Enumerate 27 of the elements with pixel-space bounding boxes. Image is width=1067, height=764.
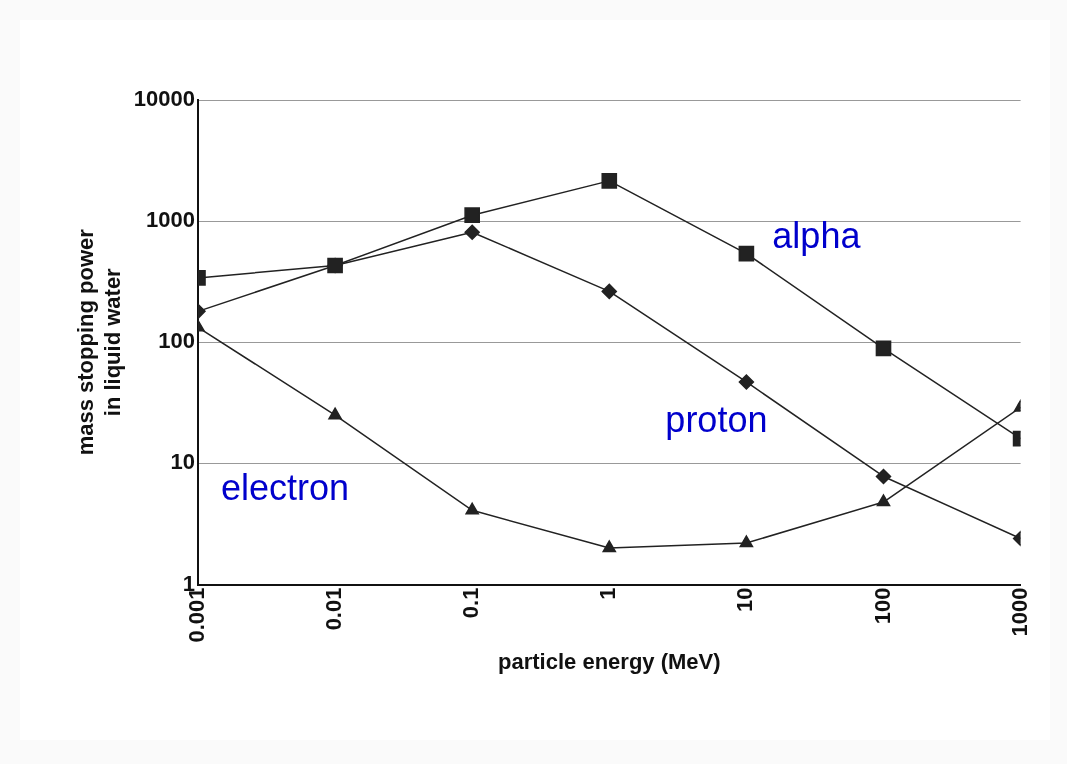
point — [601, 283, 618, 300]
point — [464, 224, 480, 240]
series-label: proton — [665, 398, 768, 440]
point — [739, 535, 754, 548]
x-axis-title: particle energy (MeV) — [498, 648, 721, 674]
x-tick-label: 0.1 — [458, 587, 484, 619]
series-label: alpha — [772, 215, 862, 257]
point — [464, 207, 481, 223]
x-tick-label: 1 — [595, 587, 621, 600]
point — [738, 245, 755, 262]
y-tick-label: 10 — [170, 449, 195, 475]
point — [602, 540, 617, 553]
y-axis-title: mass stopping power in liquid water — [73, 228, 125, 456]
point — [601, 173, 618, 189]
x-tick-label: 0.01 — [321, 587, 347, 631]
y-tick-label: 10000 — [133, 86, 195, 112]
point — [875, 468, 892, 485]
point — [875, 340, 892, 357]
point — [876, 494, 891, 507]
x-tick-label: 100 — [869, 587, 895, 625]
y-tick-label: 1000 — [146, 207, 195, 233]
y-tick-label: 100 — [158, 328, 195, 354]
point — [738, 374, 755, 390]
x-tick-label: 1000 — [1006, 587, 1032, 637]
point — [465, 502, 479, 515]
series-label: electron — [221, 467, 350, 509]
x-tick-label: 10 — [732, 587, 758, 613]
